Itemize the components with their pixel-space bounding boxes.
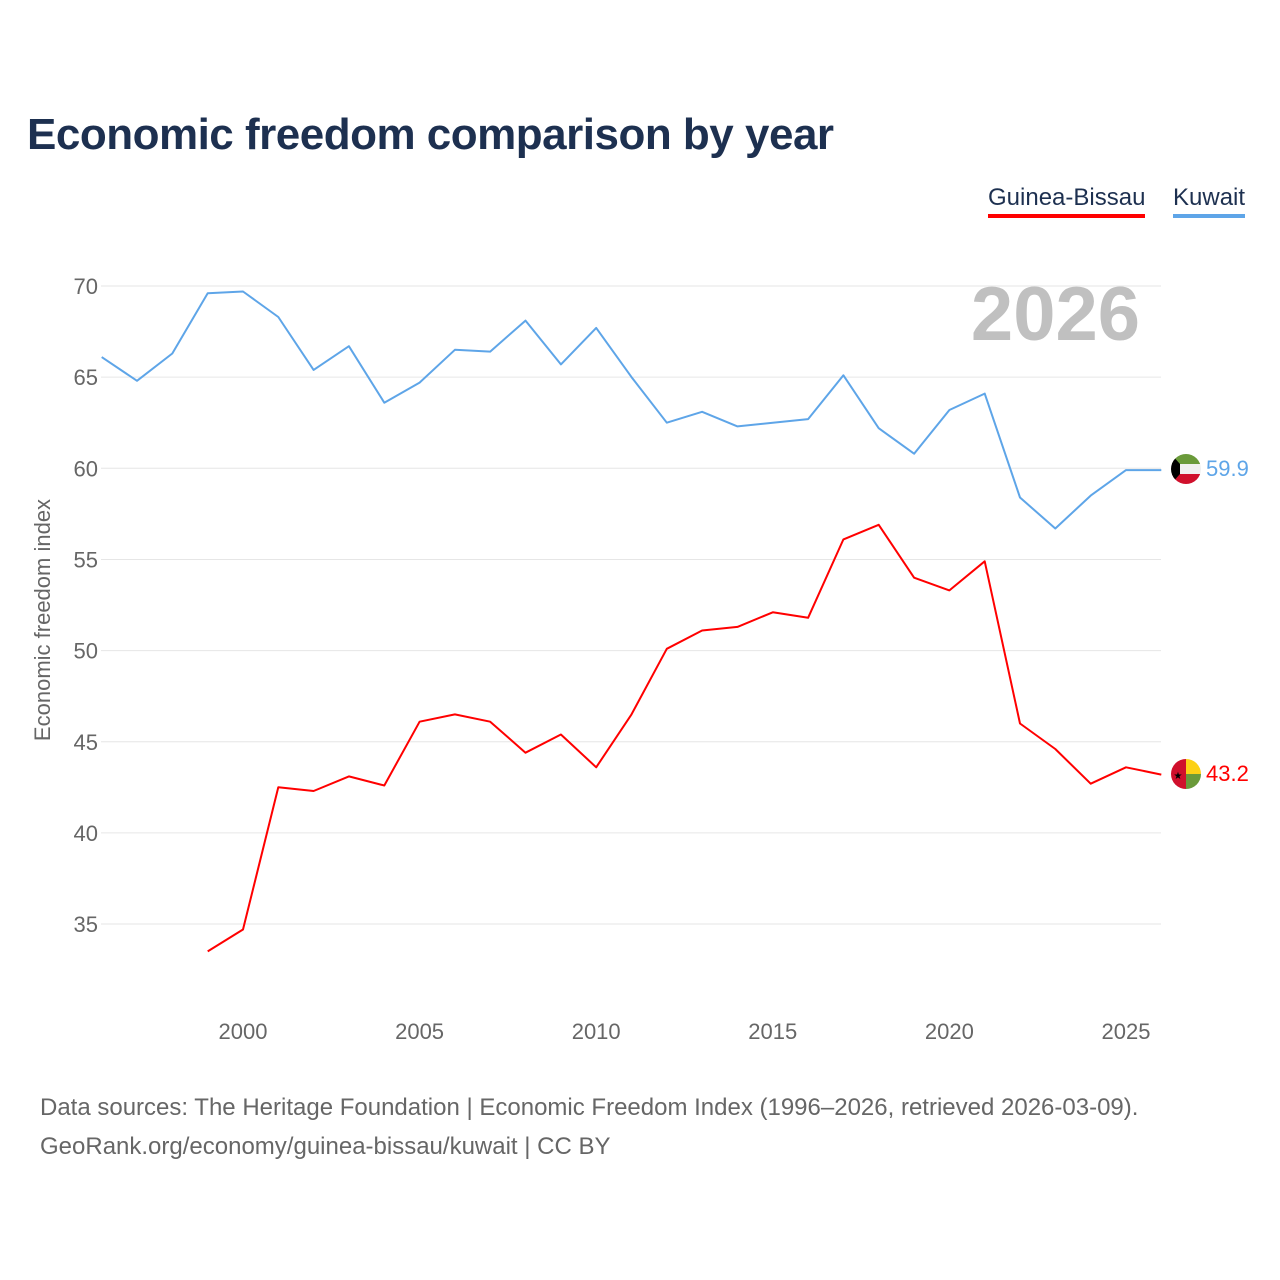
guinea-bissau-end-value: 43.2	[1206, 761, 1249, 786]
x-tick-label: 2015	[748, 1019, 797, 1044]
x-tick-label: 2005	[395, 1019, 444, 1044]
y-axis-label: Economic freedom index	[30, 499, 55, 741]
year-label: 2026	[971, 272, 1140, 357]
legend-guinea-bissau[interactable]: Guinea-Bissau	[988, 184, 1146, 218]
y-tick-label: 50	[74, 639, 98, 664]
legend-kuwait[interactable]: Kuwait	[1173, 184, 1246, 218]
data-source-text: Data sources: The Heritage Foundation | …	[40, 1094, 1139, 1121]
y-tick-label: 55	[74, 547, 98, 572]
y-tick-label: 60	[74, 456, 98, 481]
y-tick-label: 40	[74, 821, 98, 846]
kuwait-end-value: 59.9	[1206, 456, 1249, 481]
x-tick-label: 2010	[572, 1019, 621, 1044]
y-tick-label: 70	[74, 274, 98, 299]
chart-title: Economic freedom comparison by year	[27, 110, 834, 159]
y-tick-label: 65	[74, 365, 98, 390]
footer: Data sources: The Heritage Foundation | …	[40, 1088, 1138, 1166]
series-line-kuwait	[101, 290, 1162, 530]
x-tick-label: 2020	[925, 1019, 974, 1044]
guinea-bissau-flag-icon: ★	[1171, 759, 1201, 789]
y-tick-label: 35	[74, 912, 98, 937]
series-line-guinea-bissau	[207, 523, 1162, 953]
svg-text:★: ★	[1174, 771, 1183, 782]
kuwait-flag-icon	[1171, 454, 1201, 484]
x-tick-label: 2025	[1102, 1019, 1151, 1044]
y-tick-label: 45	[74, 730, 98, 755]
x-tick-label: 2000	[219, 1019, 268, 1044]
source-link[interactable]: GeoRank.org/economy/guinea-bissau/kuwait…	[40, 1133, 611, 1160]
